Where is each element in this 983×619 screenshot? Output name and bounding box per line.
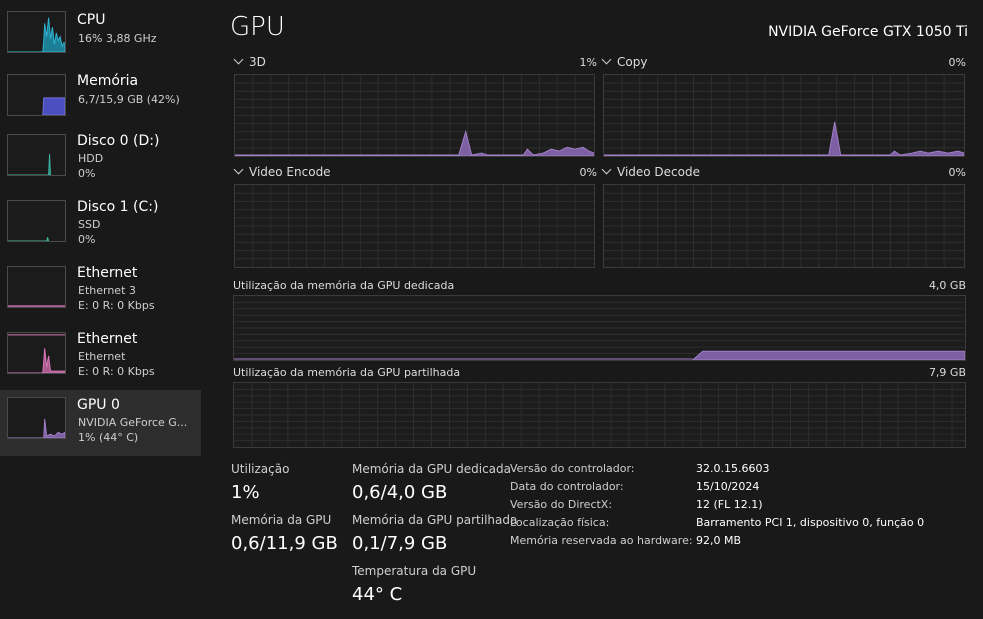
dedicated-memory-stat-value: 0,6/4,0 GB — [352, 482, 448, 503]
sidebar: CPU 16% 3,88 GHz Memória 6,7/15,9 GB (42… — [0, 0, 201, 619]
sidebar-item-detail: SSD — [78, 218, 101, 231]
disk-1-thumbnail-graph — [7, 200, 66, 242]
shared-memory-total: 7,9 GB — [928, 366, 966, 379]
engine-3d-value: 1% — [579, 56, 597, 69]
shared-memory-stat-value: 0,1/7,9 GB — [352, 533, 448, 554]
sidebar-item-detail: 6,7/15,9 GB (42%) — [78, 93, 180, 106]
hardware-reserved-memory-value: 92,0 MB — [696, 534, 742, 547]
physical-location-value: Barramento PCI 1, dispositivo 0, função … — [696, 516, 925, 529]
cpu-thumbnail-graph — [7, 11, 66, 53]
hardware-reserved-memory-label: Memória reservada ao hardware: — [510, 534, 693, 547]
driver-version-value: 32.0.15.6603 — [696, 462, 770, 475]
utilization-label: Utilização — [231, 462, 290, 476]
chevron-down-icon — [233, 54, 244, 65]
sidebar-item-title: Disco 0 (D:) — [77, 133, 160, 149]
page-title: GPU — [230, 12, 285, 42]
driver-date-value: 15/10/2024 — [696, 480, 760, 493]
sidebar-item-title: GPU 0 — [77, 397, 120, 413]
sidebar-item-usage: 0% — [78, 167, 96, 180]
sidebar-item-title: Ethernet — [77, 265, 138, 281]
chevron-down-icon — [601, 54, 612, 65]
dedicated-memory-total: 4,0 GB — [928, 279, 966, 292]
engine-3d-label: 3D — [249, 55, 266, 69]
sidebar-item-detail: 16% 3,88 GHz — [78, 32, 157, 45]
engine-copy-label: Copy — [617, 55, 648, 69]
shared-memory-label: Utilização da memória da GPU partilhada — [233, 366, 461, 379]
gpu-memory-value: 0,6/11,9 GB — [231, 533, 338, 554]
sidebar-item-title: Memória — [77, 73, 139, 89]
gpu-0-thumbnail-graph — [7, 397, 66, 439]
sidebar-item-title: Ethernet — [77, 331, 138, 347]
engine-video-decode-graph — [603, 184, 965, 268]
sidebar-item-title: Disco 1 (C:) — [77, 199, 159, 215]
memory-thumbnail-graph — [7, 74, 66, 116]
sidebar-item-detail: Ethernet 3 — [78, 284, 136, 297]
engine-3d-selector[interactable]: 3D — [233, 54, 266, 69]
engine-video-decode-selector[interactable]: Video Decode — [601, 164, 700, 179]
sidebar-item-throughput: E: 0 R: 0 Kbps — [78, 299, 155, 312]
sidebar-item-detail: Ethernet — [78, 350, 126, 363]
sidebar-item-cpu[interactable]: CPU 16% 3,88 GHz — [0, 0, 201, 66]
driver-date-label: Data do controlador: — [510, 480, 624, 493]
gpu-model-name: NVIDIA GeForce GTX 1050 Ti — [768, 24, 968, 40]
engine-video-encode-value: 0% — [579, 166, 597, 179]
engine-video-encode-graph — [234, 184, 595, 268]
sidebar-item-memory[interactable]: Memória 6,7/15,9 GB (42%) — [0, 66, 201, 132]
sidebar-item-disk-0[interactable]: Disco 0 (D:) HDD 0% — [0, 127, 201, 193]
chevron-down-icon — [233, 164, 244, 175]
sidebar-item-disk-1[interactable]: Disco 1 (C:) SSD 0% — [0, 193, 201, 259]
ethernet-3-thumbnail-graph — [7, 266, 66, 308]
utilization-value: 1% — [231, 482, 260, 503]
sidebar-item-throughput: E: 0 R: 0 Kbps — [78, 365, 155, 378]
sidebar-item-detail: HDD — [78, 152, 104, 165]
engine-video-encode-label: Video Encode — [249, 165, 331, 179]
gpu-memory-label: Memória da GPU — [231, 513, 332, 527]
directx-version-label: Versão do DirectX: — [510, 498, 613, 511]
engine-video-decode-label: Video Decode — [617, 165, 700, 179]
gpu-temperature-value: 44° C — [352, 584, 403, 605]
chevron-down-icon — [601, 164, 612, 175]
engine-video-decode-value: 0% — [948, 166, 966, 179]
sidebar-item-ethernet-3[interactable]: Ethernet Ethernet 3 E: 0 R: 0 Kbps — [0, 259, 201, 325]
engine-video-encode-selector[interactable]: Video Encode — [233, 164, 331, 179]
shared-memory-stat-label: Memória da GPU partilhada — [352, 513, 518, 527]
sidebar-item-gpu-0[interactable]: GPU 0 NVIDIA GeForce G... 1% (44° C) — [0, 390, 201, 456]
shared-memory-graph — [233, 382, 966, 448]
sidebar-item-ethernet[interactable]: Ethernet Ethernet E: 0 R: 0 Kbps — [0, 325, 201, 391]
directx-version-value: 12 (FL 12.1) — [696, 498, 763, 511]
sidebar-item-title: CPU — [77, 12, 106, 28]
sidebar-item-usage: 0% — [78, 233, 96, 246]
engine-copy-graph — [603, 74, 965, 157]
driver-version-label: Versão do controlador: — [510, 462, 635, 475]
dedicated-memory-label: Utilização da memória da GPU dedicada — [233, 279, 455, 292]
sidebar-item-detail: NVIDIA GeForce G... — [78, 416, 188, 429]
disk-0-thumbnail-graph — [7, 134, 66, 176]
sidebar-item-usage: 1% (44° C) — [78, 431, 139, 444]
engine-copy-value: 0% — [948, 56, 966, 69]
engine-3d-graph — [234, 74, 595, 157]
gpu-temperature-label: Temperatura da GPU — [352, 564, 477, 578]
physical-location-label: Localização física: — [510, 516, 610, 529]
engine-copy-selector[interactable]: Copy — [601, 54, 648, 69]
dedicated-memory-graph — [233, 295, 966, 361]
ethernet-thumbnail-graph — [7, 332, 66, 374]
dedicated-memory-stat-label: Memória da GPU dedicada — [352, 462, 511, 476]
